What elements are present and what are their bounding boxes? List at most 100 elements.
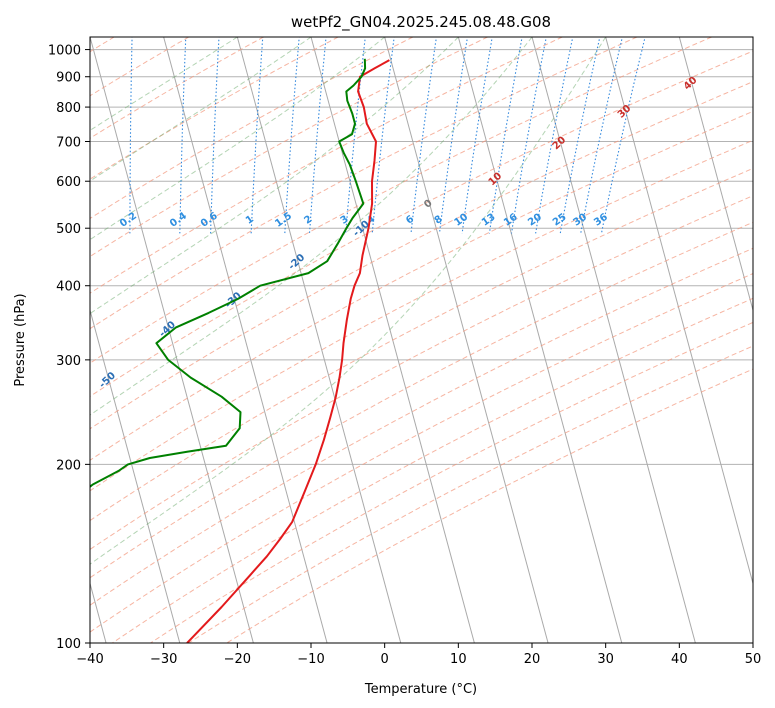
- y-tick-label: 800: [56, 101, 81, 116]
- dry-adiabat: [90, 37, 414, 220]
- y-tick-label: 1000: [48, 44, 81, 59]
- mixing-ratio-line: [308, 37, 327, 234]
- mixing-ratio-label: 6: [404, 214, 416, 227]
- x-axis: −40 −30 −20 −10 0 10 20 30 40 50: [76, 643, 761, 667]
- mixing-ratio-label: 1: [244, 214, 256, 227]
- x-tick-label: −20: [224, 652, 251, 667]
- moist-adiabat: [90, 37, 459, 315]
- isotherm-line: [605, 37, 753, 586]
- isotherm-line: [236, 37, 402, 643]
- mixing-ratio-line: [488, 37, 523, 234]
- isotherm-line: [678, 37, 753, 313]
- isotherm-label: -50: [97, 370, 118, 390]
- dry-adiabat: [90, 167, 753, 522]
- dry-adiabat: [90, 37, 264, 139]
- isotherm-label: 20: [551, 135, 569, 153]
- isotherm-label: -20: [287, 252, 308, 272]
- dry-adiabat: [90, 247, 753, 606]
- line-labels: 0.10.20.40.611.52346810131620253036-100-…: [35, 75, 700, 431]
- mixing-ratio-label: 30: [571, 212, 589, 229]
- isotherm-line: [457, 37, 623, 643]
- y-tick-label: 300: [56, 354, 81, 369]
- x-tick-label: −10: [297, 652, 324, 667]
- dry-adiabat: [90, 273, 753, 633]
- x-tick-label: 40: [671, 652, 688, 667]
- isotherm-line: [384, 37, 549, 643]
- mixing-ratio-label: 36: [592, 212, 610, 229]
- isotherm-line: [531, 37, 696, 643]
- mixing-ratio-label: 13: [480, 212, 498, 229]
- dry-adiabat: [187, 345, 753, 643]
- isotherm-line: [90, 308, 181, 643]
- isotherm-line: [752, 37, 753, 39]
- isotherm-line: [310, 37, 475, 643]
- x-tick-label: 20: [524, 652, 541, 667]
- x-tick-label: 30: [597, 652, 614, 667]
- moist-adiabat: [90, 37, 607, 565]
- mixing-ratio-label: 0.6: [199, 211, 220, 230]
- chart-title: wetPf2_GN04.2025.245.08.48.G08: [291, 13, 551, 32]
- mixing-ratio-label: 0.1: [71, 211, 92, 230]
- isotherm-line: [163, 37, 328, 643]
- dry-adiabat: [90, 81, 753, 430]
- isotherm-label: -40: [157, 319, 178, 339]
- mixing-ratio-line: [580, 37, 623, 234]
- dewpoint-line: [90, 58, 367, 488]
- moist-adiabat: [90, 37, 238, 131]
- dry-adiabat: [90, 37, 190, 97]
- dry-adiabat: [111, 297, 753, 643]
- dry-adiabat: [90, 221, 753, 579]
- isotherm-label: 10: [487, 171, 505, 189]
- mixing-ratio-line: [535, 37, 574, 234]
- mixing-ratio-label: 20: [526, 212, 544, 229]
- mixing-ratio-label: 10: [453, 212, 471, 229]
- mixing-ratio-label: 0.2: [118, 211, 139, 230]
- dry-adiabat: [90, 110, 753, 461]
- x-tick-label: 50: [745, 652, 762, 667]
- y-tick-label: 100: [56, 637, 81, 652]
- dry-adiabat: [90, 37, 638, 330]
- y-tick-label: 400: [56, 280, 81, 295]
- mixing-ratio-label: 16: [502, 212, 520, 229]
- dry-adiabat: [90, 37, 563, 294]
- background-lines: [90, 37, 753, 643]
- dry-adiabat: [90, 139, 753, 492]
- y-tick-label: 900: [56, 71, 81, 86]
- mixing-ratio-label: 2: [302, 214, 314, 227]
- isotherm-label: -60: [35, 411, 56, 431]
- y-tick-label: 500: [56, 222, 81, 237]
- mixing-ratio-line: [179, 37, 187, 234]
- y-tick-label: 700: [56, 135, 81, 150]
- moist-adiabat: [90, 37, 386, 241]
- moist-adiabat: [90, 37, 312, 182]
- y-tick-label: 200: [56, 458, 81, 473]
- x-tick-label: 10: [450, 652, 467, 667]
- mixing-ratio-label: 8: [433, 214, 445, 227]
- dry-adiabat: [90, 195, 753, 551]
- y-axis-label: Pressure (hPa): [13, 293, 28, 386]
- profiles: [90, 58, 390, 643]
- mixing-ratio-line: [129, 37, 133, 234]
- mixing-ratio-line: [284, 37, 300, 234]
- isotherm-label: 40: [682, 75, 700, 93]
- isotherm-label: 30: [616, 103, 634, 121]
- mixing-ratio-line: [250, 37, 264, 234]
- isotherm-line: [90, 37, 254, 643]
- dry-adiabat: [90, 37, 339, 180]
- plot-frame: [89, 36, 754, 644]
- y-axis: 1000 900 800 700 600 500 400 300 200 100: [48, 44, 90, 652]
- mixing-ratio-label: 0.4: [168, 211, 189, 230]
- x-tick-label: 0: [381, 652, 389, 667]
- moist-adiabat: [90, 37, 533, 416]
- mixing-ratio-line: [559, 37, 601, 234]
- dry-adiabat: [149, 321, 753, 643]
- y-tick-label: 600: [56, 175, 81, 190]
- x-tick-label: −30: [150, 652, 177, 667]
- mixing-ratio-line: [510, 37, 547, 234]
- dry-adiabat: [90, 37, 712, 364]
- mixing-ratio-label: 1.5: [273, 211, 294, 230]
- mixing-ratio-line: [461, 37, 493, 234]
- x-axis-label: Temperature (°C): [364, 682, 477, 697]
- mixing-ratio-line: [600, 37, 646, 234]
